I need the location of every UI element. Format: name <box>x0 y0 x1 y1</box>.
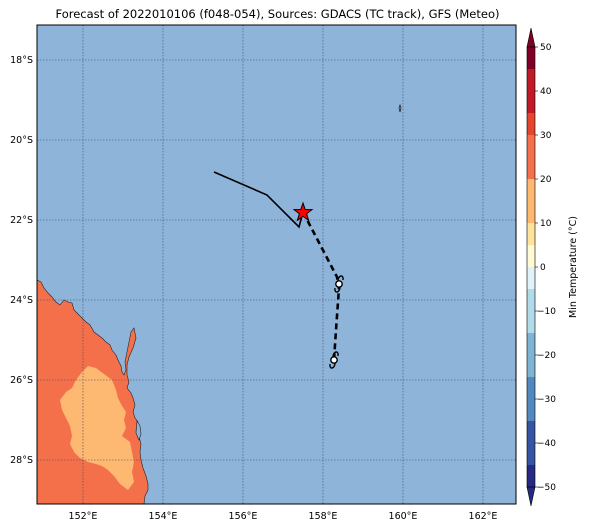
colorbar: 50 40 30 20 10 0 −10 −20 −30 −40 −50 Min… <box>526 27 579 507</box>
colorbar-tick-label: 20 <box>540 175 552 185</box>
colorbar-segment <box>527 135 535 179</box>
colorbar-segment <box>527 113 535 135</box>
lon-label: 160°E <box>389 511 418 522</box>
colorbar-segment <box>527 69 535 113</box>
track-forecast <box>301 211 341 361</box>
colorbar-segment <box>527 465 535 487</box>
lat-label: 22°S <box>10 215 33 226</box>
map-frame <box>36 24 517 505</box>
lat-label: 28°S <box>10 455 33 466</box>
lon-label: 162°E <box>469 511 498 522</box>
colorbar-segment <box>527 289 535 333</box>
lon-label: 152°E <box>69 511 98 522</box>
colorbar-top-extend <box>526 27 536 48</box>
map-panel[interactable] <box>37 25 516 504</box>
lat-label: 20°S <box>10 135 33 146</box>
island-small <box>135 420 142 441</box>
cyclone-symbol[interactable] <box>329 351 339 369</box>
colorbar-segment <box>527 267 535 289</box>
island-lord-howe <box>398 103 402 113</box>
lon-label: 158°E <box>309 511 338 522</box>
cyclone-symbol[interactable] <box>334 275 344 293</box>
colorbar-segment <box>527 421 535 465</box>
colorbar-bottom-extend <box>526 486 536 507</box>
colorbar-segment <box>527 47 535 69</box>
colorbar-tick-label: 30 <box>540 131 552 141</box>
lon-label: 154°E <box>149 511 178 522</box>
colorbar-tick-label: 40 <box>540 87 552 97</box>
track-past <box>213 171 304 229</box>
graticule <box>37 25 516 504</box>
colorbar-tick-label: −30 <box>537 395 556 405</box>
colorbar-tick-label: −20 <box>537 351 556 361</box>
colorbar-tick-label: 0 <box>540 263 546 273</box>
lat-label: 26°S <box>10 375 33 386</box>
lat-label: 24°S <box>10 295 33 306</box>
lat-label: 18°S <box>10 55 33 66</box>
colorbar-segment <box>527 223 535 245</box>
colorbar-segment <box>527 377 535 421</box>
colorbar-label: Min Temperature (°C) <box>568 216 579 318</box>
lon-label: 156°E <box>229 511 258 522</box>
colorbar-segment <box>527 179 535 223</box>
lat-axis: 18°S 20°S 22°S 24°S 26°S 28°S <box>10 55 33 466</box>
colorbar-tick-label: 50 <box>540 43 552 53</box>
colorbar-tick-label: 10 <box>540 219 552 229</box>
current-position-star[interactable] <box>292 201 314 222</box>
colorbar-segment <box>527 333 535 377</box>
colorbar-segment <box>527 245 535 267</box>
land-inland-mild <box>60 366 134 490</box>
colorbar-tick-label: −50 <box>537 483 556 493</box>
map-title: Forecast of 2022010106 (f048-054), Sourc… <box>55 7 500 21</box>
lon-axis: 152°E 154°E 156°E 158°E 160°E 162°E <box>69 511 498 522</box>
colorbar-tick-label: −10 <box>537 307 556 317</box>
colorbar-tick-label: −40 <box>537 439 556 449</box>
